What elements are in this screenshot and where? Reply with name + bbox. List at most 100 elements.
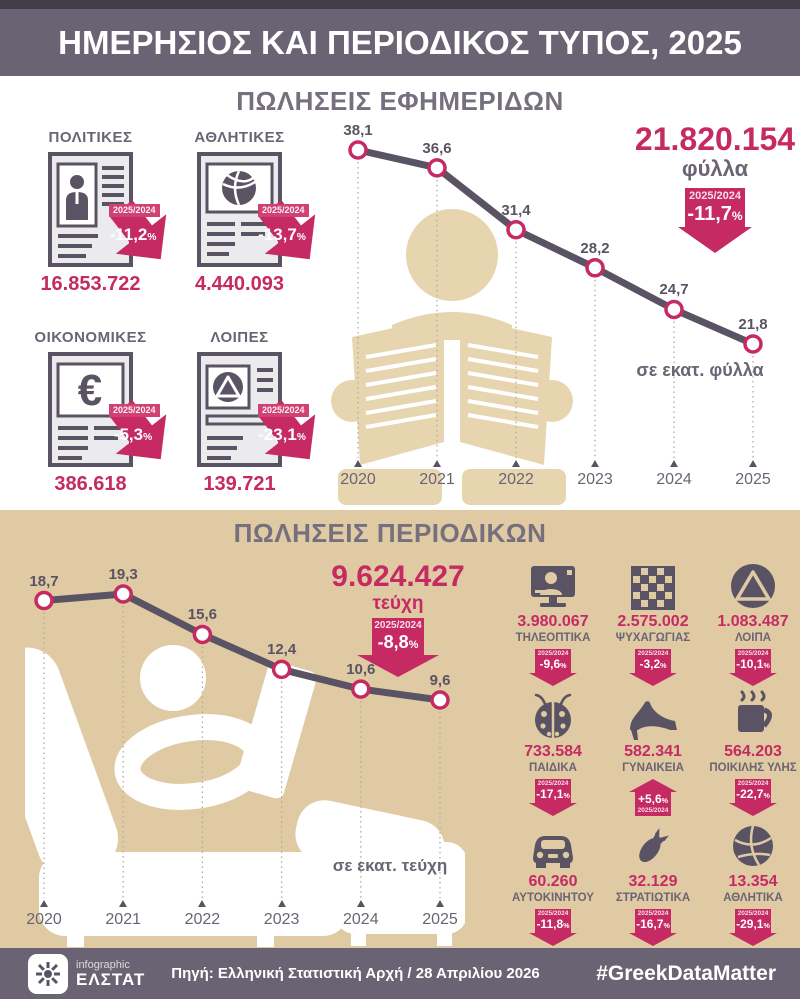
newspaper-category-card-athlitikes: ΑΘΛΗΤΙΚΕΣ 2025/2024 -13,7% 4.440.093 <box>194 129 316 295</box>
change-arrow: 2025/2024 -16,7% <box>629 909 677 946</box>
category-label: ΛΟΙΠΑ <box>734 632 772 644</box>
magazine-category-athlitika: 13.354 ΑΘΛΗΤΙΚΑ 2025/2024 -29,1% <box>703 816 800 946</box>
volleyball-icon <box>733 825 773 866</box>
magazine-category-loipa: 1.083.487 ΛΟΙΠΑ 2025/2024 -10,1% <box>703 556 800 686</box>
newspapers-total-unit: φύλλα <box>681 156 749 181</box>
newspapers-total-value: 21.820.154 <box>634 121 796 157</box>
magazine-category-poikilis-ylis: 564.203 ΠΟΙΚΙΛΗΣ ΥΛΗΣ 2025/2024 -22,7% <box>703 686 800 816</box>
change-arrow: 2025/2024 -11,2% <box>93 200 193 285</box>
axis-year-label: 2020 <box>340 471 376 488</box>
elstat-logo <box>28 953 68 994</box>
category-value: 32.129 <box>628 873 678 890</box>
axis-tick <box>354 460 362 467</box>
axis-year-label: 2024 <box>656 471 692 488</box>
data-point <box>430 690 450 710</box>
axis-tick <box>436 900 444 907</box>
point-value-label: 36,6 <box>422 139 452 157</box>
category-label: ΑΥΤΟΚΙΝΗΤΟΥ <box>512 892 594 904</box>
card-title: ΠΟΛΙΤΙΚΕΣ <box>48 129 133 146</box>
logo-subtitle: infographic <box>76 958 130 971</box>
axis-tick <box>356 900 365 907</box>
data-point <box>271 659 292 680</box>
category-label: ΣΤΡΑΤΙΩΤΙΚΑ <box>615 892 691 904</box>
bomb-icon <box>639 828 669 863</box>
data-point <box>192 624 213 645</box>
magazines-chart-canvas <box>34 584 450 898</box>
axis-tick <box>119 900 128 907</box>
category-value: 2.575.002 <box>617 613 689 630</box>
ratio-label: 2025/2024 <box>109 404 160 417</box>
page-title: ΗΜΕΡΗΣΙΟΣ ΚΑΙ ΠΕΡΙΟΔΙΚΟΣ ΤΥΠΟΣ, 2025 <box>58 23 742 61</box>
change-percent: -11,7% <box>687 203 743 225</box>
magazine-category-psychagogias: 2.575.002 ΨΥΧΑΓΩΓΙΑΣ 2025/2024 -3,2% <box>603 556 703 686</box>
point-value-label: 15,6 <box>187 606 217 624</box>
category-label: ΓΥΝΑΙΚΕΙΑ <box>622 762 684 774</box>
svg-text:€: € <box>78 366 102 415</box>
magazines-total-unit: τεύχη <box>372 593 424 614</box>
change-arrow: 2025/2024 -9,6% <box>529 649 577 686</box>
axis-year-label: 2024 <box>343 911 379 928</box>
change-arrow: 2025/2024 -3,2% <box>629 649 677 686</box>
data-point <box>585 258 605 278</box>
card-title: ΟΙΚΟΝΟΜΙΚΕΣ <box>34 329 147 346</box>
newspaper-category-card-politikes: ΠΟΛΙΤΙΚΕΣ 2025/2024 -11,2% 16.853.722 <box>40 129 167 295</box>
car-icon <box>533 836 573 868</box>
axis-year-label: 2025 <box>422 911 458 928</box>
crossword-icon <box>631 566 675 610</box>
basketball-newspaper-icon <box>197 152 282 267</box>
category-value: 733.584 <box>524 743 582 760</box>
axis-tick <box>591 460 599 467</box>
card-value: 139.721 <box>203 473 276 495</box>
change-arrow: 2025/2024 -23,1% <box>242 400 342 485</box>
magazines-axis-note: σε εκατ. τεύχη <box>332 856 448 875</box>
ladybug-icon <box>534 693 572 738</box>
data-point <box>348 140 368 160</box>
category-label: ΤΗΛΕΟΠΤΙΚΑ <box>515 632 591 644</box>
source-text: Πηγή: Ελληνική Στατιστική Αρχή / 28 Απρι… <box>171 965 540 982</box>
newspapers-sales-chart: 38,1 36,6 31,4 28,2 24,7 21,8 2020 2021 2022 2023… <box>330 100 800 500</box>
change-arrow: 2025/2024 -22,7% <box>729 779 777 816</box>
category-label: ΑΘΛΗΤΙΚΑ <box>723 892 783 904</box>
ratio-label: 2025/2024 <box>258 404 309 417</box>
starburst-icon <box>36 961 60 986</box>
newspapers-total-block: 21.820.154 φύλλα 2025/2024 -11,7% <box>625 122 800 253</box>
footer-bar: infographic ΕΛΣΤΑΤ Πηγή: Ελληνική Στατισ… <box>0 948 800 999</box>
data-point <box>743 334 763 354</box>
axis-year-label: 2023 <box>263 911 300 928</box>
axis-tick <box>198 900 207 907</box>
axis-year-label: 2020 <box>26 911 62 928</box>
axis-year-label: 2023 <box>577 471 613 488</box>
header-bar: ΗΜΕΡΗΣΙΟΣ ΚΑΙ ΠΕΡΙΟΔΙΚΟΣ ΤΥΠΟΣ, 2025 <box>0 9 800 76</box>
ratio-label: 2025/2024 <box>109 204 160 217</box>
newspaper-category-card-oikonomikes: ΟΙΚΟΝΟΜΙΚΕΣ € 2025/2024 -5,3% 386.618 <box>34 329 167 495</box>
ratio-label: 2025/2024 <box>689 190 741 202</box>
magazine-category-stratiotika: 32.129 ΣΤΡΑΤΙΩΤΙΚΑ 2025/2024 -16,7% <box>603 816 703 946</box>
axis-tick <box>512 460 520 467</box>
data-point <box>34 590 54 611</box>
magazines-total-value: 9.624.427 <box>331 560 465 593</box>
data-point <box>664 299 684 320</box>
magazine-category-tileoptika: 3.980.067 ΤΗΛΕΟΠΤΙΚΑ 2025/2024 -9,6% <box>503 556 603 686</box>
logo-text: infographic ΕΛΣΤΑΤ <box>76 958 145 988</box>
axis-tick <box>40 900 48 907</box>
card-value: 4.440.093 <box>195 273 284 295</box>
triangle-newspaper-icon <box>197 352 282 467</box>
coffee-cup-icon <box>738 690 772 732</box>
magazines-section-title: ΠΩΛΗΣΕΙΣ ΠΕΡΙΟΔΙΚΩΝ <box>233 518 547 548</box>
hashtag-text: #GreekDataMatter <box>596 961 776 985</box>
card-value: 386.618 <box>54 473 127 495</box>
axis-tick <box>749 460 757 467</box>
point-value-label: 19,3 <box>108 566 138 583</box>
axis-tick <box>277 900 286 907</box>
category-label: ΠΟΙΚΙΛΗΣ ΥΛΗΣ <box>709 762 797 774</box>
point-value-label: 21,8 <box>738 315 768 333</box>
change-percent: -11,2% <box>109 225 157 244</box>
newspapers-section-title: ΠΩΛΗΣΕΙΣ ΕΦΗΜΕΡΙΔΩΝ <box>236 86 564 116</box>
category-value: 60.260 <box>528 873 578 890</box>
change-arrow: 2025/2024 -5,3% <box>93 400 193 485</box>
axis-year-label: 2021 <box>419 471 455 488</box>
axis-tick <box>433 460 441 467</box>
newspapers-axis-note: σε εκατ. φύλλα <box>636 360 764 380</box>
data-point <box>351 679 371 699</box>
